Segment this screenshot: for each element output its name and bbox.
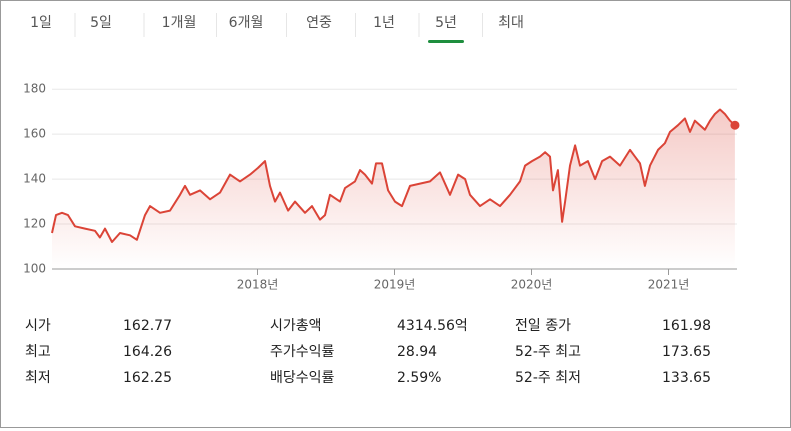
range-tab[interactable]: 6개월 <box>229 15 264 31</box>
x-tick-label: 2020년 <box>511 278 553 292</box>
range-tab[interactable]: 최대 <box>498 15 524 31</box>
stat-value: 28.94 <box>397 344 437 360</box>
y-tick-label: 120 <box>23 217 46 231</box>
y-tick-label: 140 <box>23 172 46 186</box>
stat-label: 52-주 최저 <box>515 370 581 386</box>
stat-value: 164.26 <box>123 344 172 360</box>
y-tick-label: 160 <box>23 127 46 141</box>
stat-value: 162.25 <box>123 370 172 386</box>
stat-label: 최저 <box>25 370 51 386</box>
stat-label: 주가수익률 <box>270 344 335 360</box>
area-fill <box>52 109 735 269</box>
x-tick-label: 2021년 <box>648 278 690 292</box>
stat-value: 162.77 <box>123 318 172 334</box>
y-tick-label: 100 <box>23 262 46 276</box>
stat-value: 2.59% <box>397 370 441 386</box>
stat-label: 52-주 최고 <box>515 344 581 360</box>
price-line <box>51 108 736 243</box>
selected-underline <box>428 40 464 43</box>
stat-label: 시가총액 <box>270 318 322 334</box>
stat-label: 전일 종가 <box>515 318 571 334</box>
stat-label: 배당수익률 <box>270 370 335 386</box>
stat-label: 시가 <box>25 318 51 334</box>
stat-value: 133.65 <box>662 370 711 386</box>
x-tick-label: 2019년 <box>374 278 416 292</box>
range-tab[interactable]: 1개월 <box>162 15 197 31</box>
x-tick-label: 2018년 <box>237 278 279 292</box>
stat-value: 173.65 <box>662 344 711 360</box>
end-marker <box>730 120 740 130</box>
range-tab[interactable]: 1년 <box>373 15 395 31</box>
range-tab[interactable]: 연중 <box>306 15 332 31</box>
range-tab[interactable]: 1일 <box>30 15 52 31</box>
range-tab[interactable]: 5년 <box>435 15 457 31</box>
stat-label: 최고 <box>25 344 51 360</box>
range-tab[interactable]: 5일 <box>90 15 112 31</box>
stat-value: 4314.56억 <box>397 318 468 334</box>
y-tick-label: 180 <box>23 82 46 96</box>
stat-value: 161.98 <box>662 318 711 334</box>
